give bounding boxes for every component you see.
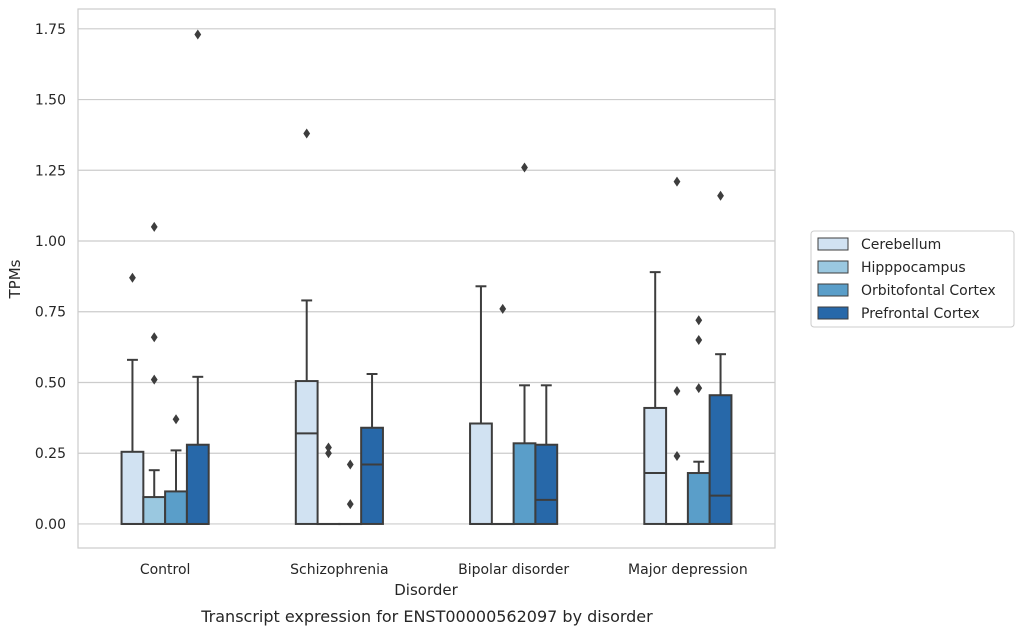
box-body	[534, 443, 559, 525]
outlier-point	[695, 383, 703, 394]
outlier-point	[303, 128, 311, 139]
chart-caption: Transcript expression for ENST0000056209…	[200, 607, 653, 626]
box-body	[360, 426, 384, 525]
box-group	[534, 384, 559, 525]
y-tick-label: 0.50	[35, 375, 66, 391]
outlier-point	[129, 272, 136, 283]
legend-swatch	[817, 306, 849, 320]
outlier-point	[673, 385, 681, 396]
box-body	[708, 394, 733, 525]
outlier-point	[150, 221, 158, 232]
boxes	[120, 29, 733, 526]
outlier-point	[673, 176, 681, 187]
outlier-point	[695, 335, 703, 346]
box-group	[708, 190, 733, 525]
outlier-point	[499, 303, 507, 314]
y-tick-label: 1.75	[35, 22, 66, 38]
x-axis-title: Disorder	[394, 581, 458, 599]
box-body	[686, 472, 711, 525]
outlier-point	[172, 414, 180, 425]
legend-label: Orbitofontal Cortex	[861, 283, 996, 299]
legend-swatch	[817, 260, 849, 274]
y-axis-title: TPMs	[6, 259, 24, 299]
legend-swatch	[817, 283, 849, 297]
box-group	[142, 221, 167, 525]
y-tick-label: 0.75	[35, 305, 66, 321]
x-tick-label: Major depression	[628, 562, 748, 578]
outlier-point	[325, 442, 332, 453]
box-body	[142, 496, 167, 525]
box-body	[120, 450, 145, 525]
box-body	[643, 406, 668, 525]
x-tick-label: Bipolar disorder	[458, 562, 569, 578]
box-body	[469, 422, 493, 525]
box-body	[512, 442, 537, 525]
x-tick-label: Control	[140, 562, 191, 578]
box-group	[686, 315, 711, 525]
box-group	[185, 29, 210, 525]
box-group	[338, 459, 363, 526]
y-tick-label: 1.00	[35, 234, 66, 250]
y-axis-ticks: 0.00 0.25 0.50 0.75 1.00 1.25 1.50 1.75	[35, 22, 66, 533]
outlier-point	[325, 448, 332, 459]
legend-label: Hipppocampus	[861, 260, 966, 276]
outlier-point	[194, 29, 202, 40]
box-group	[164, 414, 188, 525]
box-group	[490, 303, 515, 526]
box-group	[294, 128, 319, 525]
box-body	[164, 490, 188, 525]
box-group	[120, 272, 145, 525]
box-group	[512, 162, 537, 525]
y-tick-label: 1.50	[35, 93, 66, 109]
grid-lines	[78, 28, 775, 525]
legend-swatch	[817, 237, 849, 251]
y-tick-label: 1.25	[35, 163, 66, 179]
y-tick-label: 0.25	[35, 446, 66, 462]
box-group	[665, 176, 689, 526]
legend-label: Cerebellum	[861, 237, 941, 253]
legend-label: Prefrontal Cortex	[861, 306, 980, 322]
legend-frame	[810, 230, 1015, 328]
plot-frame	[77, 8, 776, 549]
x-axis-ticks: Control Schizophrenia Bipolar disorder Majo…	[140, 562, 748, 578]
y-tick-label: 0.00	[35, 517, 66, 533]
box-group	[360, 372, 384, 525]
box-group	[316, 442, 341, 526]
box-group	[643, 271, 668, 525]
box-group	[469, 285, 493, 525]
legend: Cerebellum Hipppocampus Orbitofontal Corte…	[810, 230, 1015, 328]
outlier-point	[150, 332, 158, 343]
outlier-point	[717, 190, 724, 201]
outlier-point	[346, 459, 354, 470]
outlier-point	[673, 451, 681, 462]
outlier-point	[695, 315, 703, 326]
box-body	[185, 443, 210, 525]
outlier-point	[150, 374, 158, 385]
outlier-point	[521, 162, 528, 173]
x-tick-label: Schizophrenia	[290, 562, 388, 578]
outlier-point	[346, 499, 354, 510]
box-body	[294, 380, 319, 525]
